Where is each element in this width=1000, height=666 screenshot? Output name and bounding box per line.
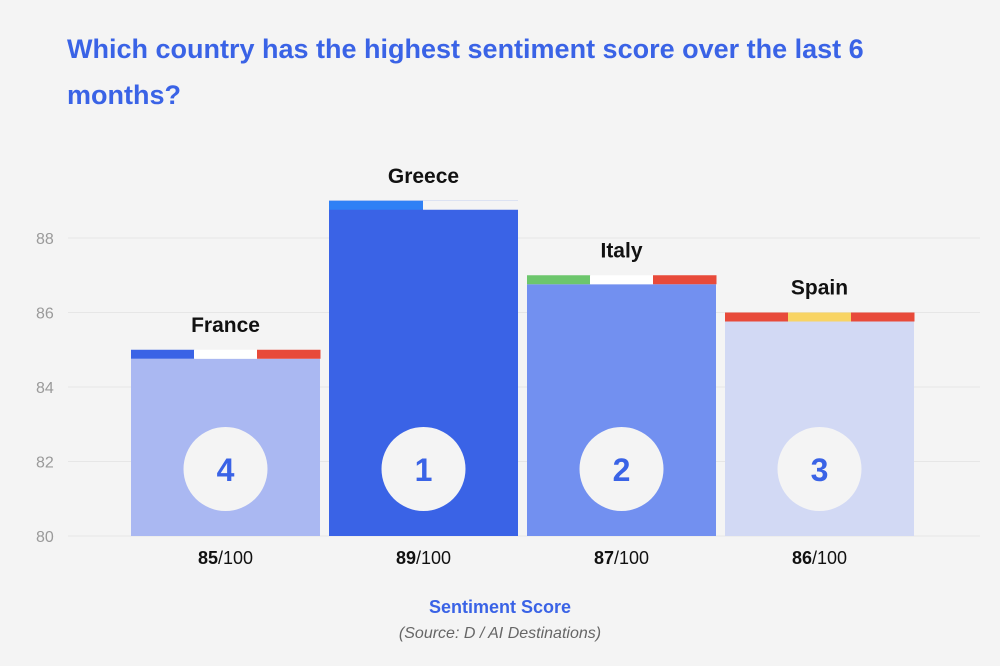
score-value: 86 (791, 548, 812, 568)
y-tick-label: 88 (36, 231, 54, 248)
rank-badge (579, 427, 664, 511)
bar-category-label: Italy (600, 239, 642, 262)
rank-number: 3 (811, 452, 829, 488)
y-tick-label: 86 (36, 306, 54, 323)
rank-number: 1 (415, 452, 433, 488)
y-tick-label: 82 (36, 455, 54, 472)
rank-badge (183, 427, 268, 511)
chart-title: Which country has the highest sentiment … (67, 34, 864, 110)
rank-badge (381, 427, 466, 511)
score-label: 85/100 (131, 548, 321, 569)
bar-notch (423, 200, 518, 210)
rank-number: 2 (613, 452, 631, 488)
bar-category-label: Spain (791, 277, 848, 300)
score-suffix: /100 (217, 548, 254, 568)
bar-category-label: France (191, 314, 260, 337)
bar-stripe (725, 312, 789, 322)
source-note: (Source: D / AI Destinations) (398, 625, 602, 642)
score-suffix: /100 (415, 548, 452, 568)
score-label: 87/100 (527, 548, 717, 569)
bar-category-label: Greece (388, 165, 459, 188)
score-label: 86/100 (725, 548, 915, 569)
y-tick-label: 80 (36, 529, 54, 546)
rank-badge (777, 427, 862, 511)
bar-stripe (590, 275, 654, 285)
score-label: 89/100 (329, 548, 519, 569)
score-value: 89 (395, 548, 416, 568)
rank-number: 4 (217, 452, 235, 488)
bar-stripe (788, 312, 852, 322)
bar-stripe (851, 312, 915, 322)
bar-stripe (194, 349, 258, 359)
score-value: 87 (593, 548, 614, 568)
bar-stripe (131, 349, 195, 359)
bar-stripe (329, 200, 423, 210)
bar-stripe (257, 349, 321, 359)
bar-stripe (527, 275, 591, 285)
y-tick-label: 84 (36, 380, 54, 397)
x-axis-label: Sentiment Score (428, 597, 572, 617)
score-suffix: /100 (811, 548, 848, 568)
score-value: 85 (197, 548, 218, 568)
bar-stripe (653, 275, 717, 285)
score-suffix: /100 (613, 548, 650, 568)
